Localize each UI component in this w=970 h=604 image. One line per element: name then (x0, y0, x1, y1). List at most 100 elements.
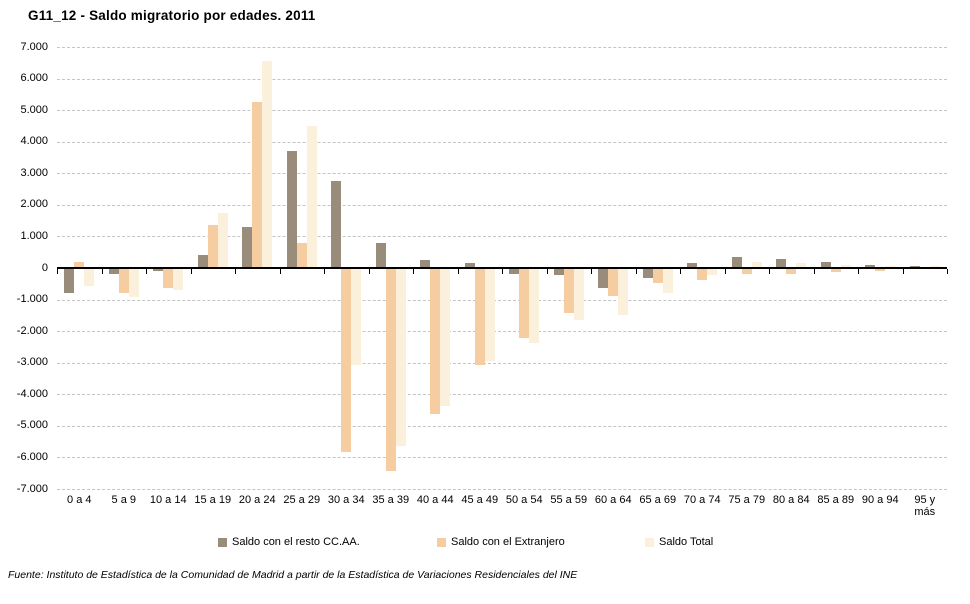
x-axis-tick (813, 269, 815, 274)
gridline (57, 47, 947, 48)
x-axis-label: 45 a 49 (461, 494, 499, 506)
legend-label: Saldo con el resto CC.AA. (232, 536, 360, 548)
bar-total (440, 269, 451, 407)
gridline (57, 236, 947, 238)
legend-swatch-icon (437, 537, 446, 547)
gridline (57, 362, 947, 364)
y-axis-tick-label: -6.000 (16, 450, 48, 463)
bar-extranjero (296, 242, 307, 268)
x-axis-label: 0 a 4 (67, 494, 92, 506)
bar-resto-ccaa (687, 263, 698, 268)
bar-resto-ccaa (642, 269, 653, 279)
y-axis-tick-label: 4.000 (20, 135, 48, 148)
bar-extranjero (118, 269, 129, 293)
bar-total (173, 269, 184, 290)
y-axis-tick-label: -4.000 (16, 387, 48, 400)
y-axis-tick-label: 5.000 (20, 103, 48, 116)
x-axis-label: 65 a 69 (639, 494, 677, 506)
x-axis-label: 75 a 79 (728, 494, 766, 506)
x-axis-label: 50 a 54 (505, 494, 543, 506)
x-axis-tick (902, 269, 904, 274)
x-axis-tick (502, 269, 503, 274)
x-axis-tick (635, 269, 637, 274)
bar-resto-ccaa (820, 261, 831, 268)
gridline (57, 331, 947, 333)
legend-swatch-icon (218, 537, 227, 547)
x-axis-tick (57, 269, 58, 274)
y-axis-tick-label: -3.000 (16, 356, 48, 369)
bar-extranjero (474, 269, 485, 366)
gridline (57, 110, 947, 112)
bar-resto-ccaa (553, 269, 564, 276)
x-axis-label: 90 a 94 (861, 494, 899, 506)
gridline (57, 299, 947, 301)
bar-total (484, 269, 495, 361)
bar-resto-ccaa (776, 258, 787, 268)
bar-total (217, 212, 228, 268)
gridline (57, 425, 947, 427)
x-axis-label: 80 a 84 (772, 494, 810, 506)
gridline (57, 78, 947, 80)
bar-extranjero (252, 102, 263, 268)
x-axis-tick (190, 269, 192, 274)
bar-resto-ccaa (153, 269, 164, 271)
y-axis-tick-label: 2.000 (20, 198, 48, 211)
bar-extranjero (741, 269, 752, 274)
x-axis-label: 40 a 44 (416, 494, 454, 506)
y-axis-tick-label: -5.000 (16, 419, 48, 432)
x-axis-tick (769, 269, 770, 274)
x-axis-tick (680, 269, 681, 274)
bar-resto-ccaa (420, 260, 431, 268)
bar-resto-ccaa (108, 269, 119, 274)
x-axis-tick (591, 269, 592, 274)
legend-item: Saldo con el Extranjero (437, 536, 565, 548)
bar-extranjero (341, 269, 352, 453)
source-note: Fuente: Instituto de Estadística de la C… (8, 569, 578, 581)
x-axis-label: 20 a 24 (238, 494, 276, 506)
x-axis-tick (235, 269, 236, 274)
gridline (57, 141, 947, 143)
bar-resto-ccaa (197, 255, 208, 268)
bar-total (395, 269, 406, 446)
bar-extranjero (652, 269, 663, 284)
bar-total (662, 269, 673, 293)
bar-extranjero (608, 269, 619, 296)
bar-total (618, 269, 629, 315)
bar-extranjero (697, 269, 708, 281)
x-axis-label: 15 a 19 (194, 494, 232, 506)
bar-total (306, 125, 317, 268)
bar-total (128, 269, 139, 298)
x-axis-label: 85 a 89 (817, 494, 855, 506)
gridline (57, 489, 947, 490)
x-axis-label: 5 a 9 (111, 494, 136, 506)
y-axis-tick-label: -2.000 (16, 324, 48, 337)
x-axis-label: 55 a 59 (550, 494, 588, 506)
legend-item: Saldo con el resto CC.AA. (218, 536, 360, 548)
bar-resto-ccaa (731, 256, 742, 268)
bar-total (351, 269, 362, 366)
x-axis-tick (724, 269, 726, 274)
bar-resto-ccaa (509, 269, 520, 274)
gridline (57, 394, 947, 396)
x-axis-tick (947, 269, 948, 274)
legend-swatch-icon (645, 537, 654, 547)
bar-extranjero (875, 269, 886, 271)
x-axis-label: 25 a 29 (283, 494, 321, 506)
bar-total (796, 263, 807, 268)
bar-total (840, 264, 851, 268)
bar-resto-ccaa (598, 269, 609, 288)
bar-resto-ccaa (375, 242, 386, 268)
bar-total (707, 269, 718, 276)
bar-resto-ccaa (331, 181, 342, 268)
x-axis-tick (101, 269, 103, 274)
y-axis-tick-label: -1.000 (16, 293, 48, 306)
bar-extranjero (786, 269, 797, 274)
bar-extranjero (74, 261, 85, 268)
legend-label: Saldo con el Extranjero (451, 536, 565, 548)
y-axis-tick-label: 7.000 (20, 40, 48, 53)
bar-resto-ccaa (64, 269, 75, 293)
y-axis-tick-label: 0 (41, 261, 48, 274)
bar-total (751, 261, 762, 268)
bar-resto-ccaa (464, 263, 475, 268)
